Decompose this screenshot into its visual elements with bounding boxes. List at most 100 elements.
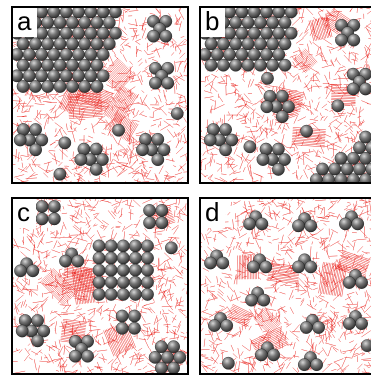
fiber-bundle [103, 321, 136, 357]
particle [216, 256, 230, 270]
particle [29, 123, 42, 136]
particle [203, 133, 217, 147]
fiber-bundle [39, 268, 78, 306]
particle [359, 173, 371, 182]
particle [147, 29, 160, 43]
particle [272, 48, 286, 61]
particle [278, 37, 292, 51]
particle [13, 133, 27, 147]
particle-cluster [68, 335, 94, 363]
particle [90, 58, 104, 72]
particle [260, 48, 273, 61]
particle [159, 29, 173, 43]
particle [37, 324, 51, 338]
particle [300, 124, 313, 138]
particle [141, 251, 154, 265]
particle-cluster [299, 314, 325, 334]
particle-cluster [292, 253, 318, 274]
particle [90, 16, 104, 29]
particle [312, 321, 325, 334]
particle [72, 69, 85, 83]
particle [167, 361, 180, 373]
particle [247, 26, 261, 40]
particle [278, 153, 291, 166]
particle [59, 69, 73, 83]
particle [335, 33, 348, 47]
particle-cluster [59, 247, 85, 268]
particle [340, 162, 354, 176]
particle [109, 8, 122, 19]
particle [92, 275, 106, 289]
particle [16, 37, 30, 51]
particle [208, 319, 221, 332]
particle-cluster [256, 142, 291, 176]
particle [282, 100, 295, 114]
particle [217, 37, 230, 51]
particle [304, 260, 318, 274]
particle-cluster [297, 351, 323, 372]
particle [74, 153, 88, 166]
panel-d-illustration [201, 199, 371, 373]
particle [331, 99, 345, 113]
particle [129, 263, 142, 277]
particle [222, 356, 235, 370]
particle [136, 143, 149, 157]
particle [104, 275, 118, 289]
particle [53, 37, 67, 51]
particle [346, 82, 360, 96]
particle [92, 288, 106, 301]
particle-cluster [14, 257, 40, 278]
particle [13, 69, 24, 83]
particle [72, 26, 85, 40]
particle [92, 251, 106, 265]
particle [261, 72, 274, 85]
particle [116, 239, 130, 253]
particle [29, 58, 42, 72]
particle [13, 48, 24, 61]
particle [16, 80, 30, 93]
particle [78, 37, 92, 51]
particle [89, 163, 103, 176]
particle [272, 142, 285, 156]
particle [102, 16, 116, 29]
particle [253, 37, 267, 51]
particle [161, 76, 175, 90]
particle [29, 37, 42, 51]
particle-cluster [148, 340, 187, 373]
particle [143, 216, 156, 230]
fiber-network [201, 199, 371, 373]
particle-cluster [335, 18, 361, 47]
particle [90, 37, 104, 51]
particle [141, 288, 154, 301]
particle [141, 263, 154, 277]
particle [219, 143, 232, 157]
particle [154, 361, 168, 373]
particle [297, 358, 311, 372]
particle [217, 58, 230, 72]
particle [204, 256, 217, 270]
particle [41, 16, 55, 29]
panel-b: b [199, 6, 371, 184]
particle [247, 260, 260, 274]
particle [254, 348, 268, 362]
particle [266, 37, 280, 51]
particle [275, 110, 289, 123]
particle [355, 276, 368, 289]
particle [53, 58, 67, 72]
particle-cluster [243, 210, 269, 231]
particle [359, 82, 371, 96]
particle [299, 321, 313, 334]
particle [260, 100, 274, 114]
particle [109, 26, 122, 40]
particle-cluster [143, 204, 169, 230]
particle [96, 69, 110, 83]
particle [365, 162, 371, 176]
particle [96, 26, 110, 40]
particle [284, 8, 298, 19]
particle [365, 141, 371, 154]
particle [161, 351, 174, 364]
particle [47, 69, 61, 83]
particle [78, 80, 92, 93]
particle [243, 140, 257, 154]
particle [116, 263, 130, 277]
